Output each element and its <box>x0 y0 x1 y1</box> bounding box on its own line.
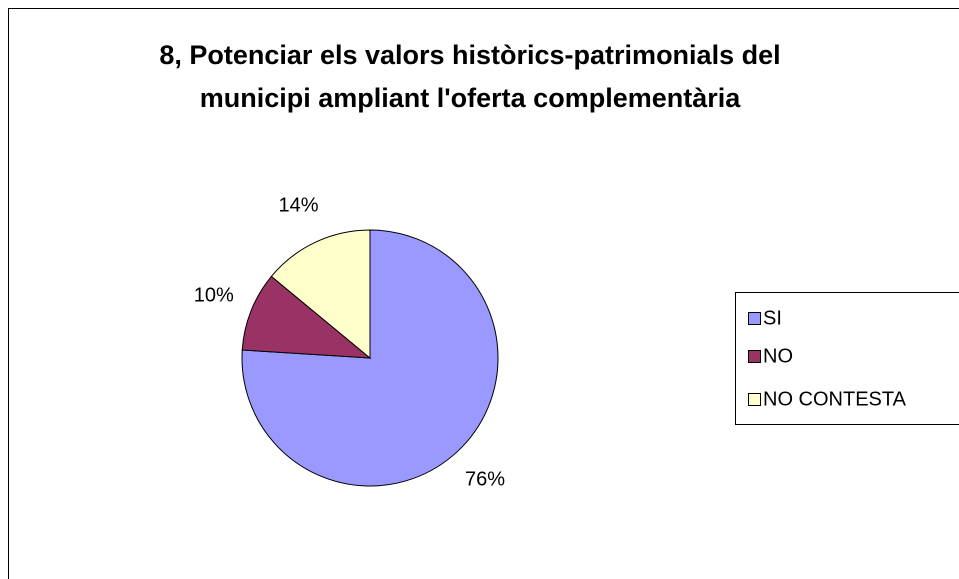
chart-title: 8, Potenciar els valors històrics-patrim… <box>159 40 780 70</box>
legend-label: NO CONTESTA <box>763 388 907 410</box>
data-label: 76% <box>465 469 505 491</box>
legend-swatch <box>748 312 761 325</box>
legend <box>735 292 959 425</box>
data-label: 10% <box>194 284 234 306</box>
chart-title: municipi ampliant l'oferta complementàri… <box>200 83 742 113</box>
pie-slice <box>270 229 371 360</box>
legend-swatch <box>748 393 761 406</box>
pie-slice <box>241 275 372 359</box>
legend-label: SI <box>763 307 782 329</box>
legend-swatch <box>748 350 761 363</box>
data-label: 14% <box>278 194 318 216</box>
legend-label: NO <box>763 345 793 367</box>
pie-slice <box>241 229 499 487</box>
